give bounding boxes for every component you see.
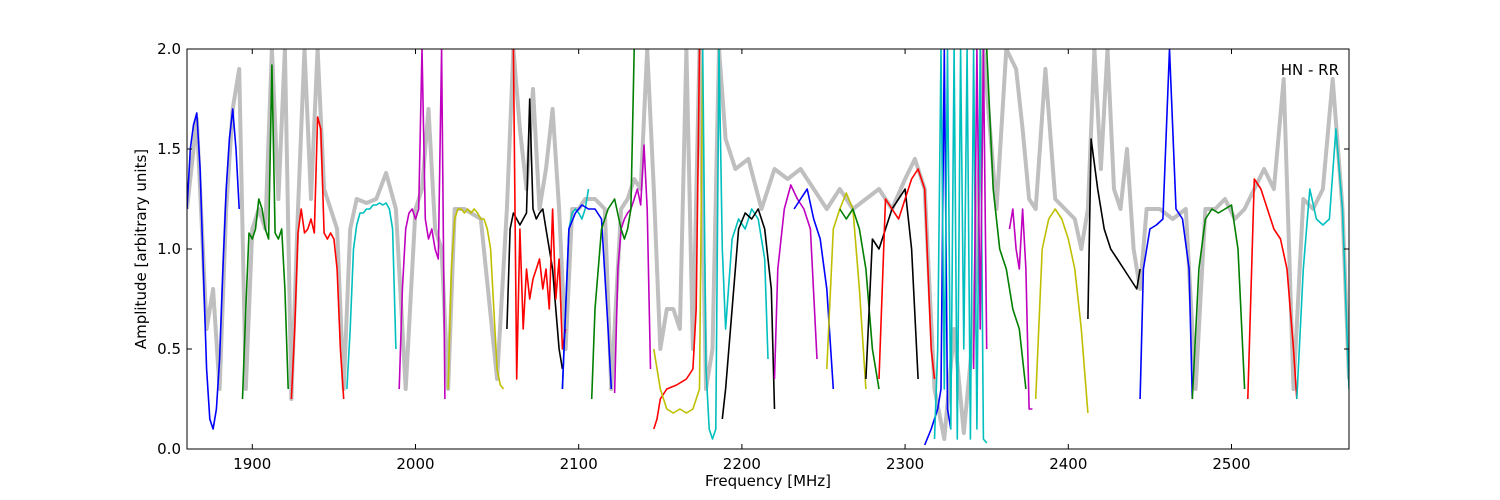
series-line-27 <box>1034 208 1089 414</box>
series-line-26 <box>1008 208 1033 410</box>
series-line-30 <box>1191 204 1246 400</box>
y-tick-label: 1.0 <box>157 240 181 258</box>
series-line-11 <box>590 49 635 400</box>
series-line-3 <box>346 202 397 390</box>
series-line-31 <box>1247 178 1298 400</box>
series-line-6 <box>506 98 564 370</box>
x-tick-label: 1900 <box>233 455 271 473</box>
y-axis-label: Amplitude [arbitrary units] <box>132 149 150 349</box>
chart-annotation: HN - RR <box>1281 61 1339 79</box>
x-axis-label: Frequency [MHz] <box>705 472 831 490</box>
series-line-0 <box>187 108 240 430</box>
series-line-13 <box>653 49 704 414</box>
envelope-line <box>187 49 1349 441</box>
x-tick-label: 2200 <box>723 455 761 473</box>
y-tick-label: 0.5 <box>157 340 181 358</box>
series-line-19 <box>839 208 880 390</box>
y-tick-label: 2.0 <box>157 40 181 58</box>
plot-area <box>187 49 1349 446</box>
series-line-28 <box>1087 138 1141 320</box>
y-tick-label: 1.5 <box>157 140 181 158</box>
plot-frame <box>186 48 1350 450</box>
x-tick-label: 2300 <box>886 455 924 473</box>
x-tick-label: 2000 <box>396 455 434 473</box>
x-axis: 1900 2000 2100 2200 2300 2400 2500 <box>233 49 1251 473</box>
y-tick-label: 0.0 <box>157 440 181 458</box>
series-line-15 <box>721 208 776 420</box>
series-line-12 <box>653 49 701 430</box>
series-line-32 <box>1296 128 1349 400</box>
series-line-21 <box>878 168 936 380</box>
series-line-18 <box>826 192 867 390</box>
series-line-16 <box>773 184 818 380</box>
series-line-7 <box>512 49 567 380</box>
x-tick-label: 2400 <box>1049 455 1087 473</box>
series-line-9 <box>561 204 613 390</box>
series-line-1 <box>241 64 289 400</box>
series-line-4 <box>398 49 446 400</box>
series-line-20 <box>865 188 919 380</box>
y-axis: 0.0 0.5 1.0 1.5 2.0 <box>157 40 1349 458</box>
series-line-22 <box>923 49 952 446</box>
series-line-25 <box>985 49 1027 390</box>
x-tick-label: 2100 <box>560 455 598 473</box>
x-tick-label: 2500 <box>1212 455 1250 473</box>
series-line-5 <box>447 208 505 390</box>
series-line-10 <box>613 144 652 394</box>
series-line-24 <box>972 49 988 370</box>
series-line-2 <box>290 116 345 400</box>
series-line-23 <box>933 49 988 444</box>
series-line-29 <box>1139 49 1194 400</box>
series-line-17 <box>793 188 835 390</box>
series-line-14 <box>701 49 769 440</box>
